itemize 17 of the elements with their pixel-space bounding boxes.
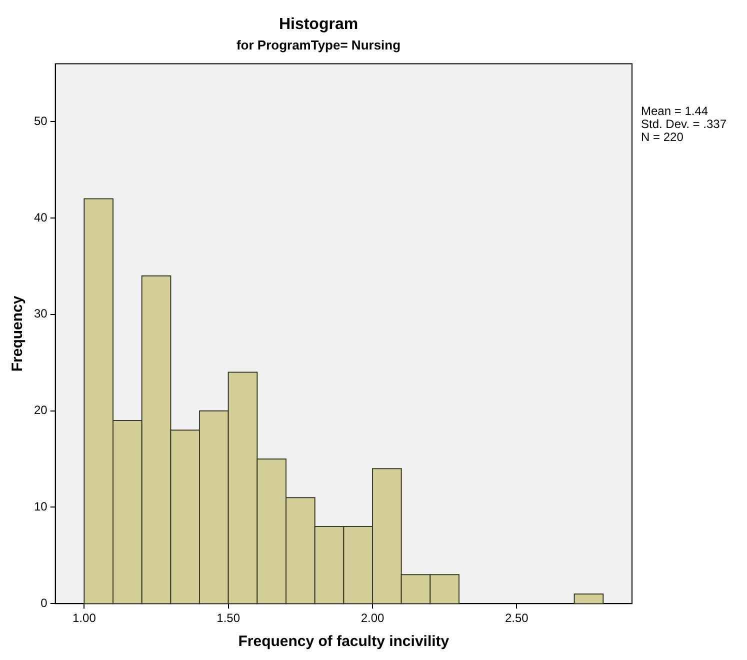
y-tick-label: 0 — [40, 596, 48, 610]
text: Mean = 1.44 — [641, 104, 710, 118]
text: N = 220 — [641, 130, 684, 144]
chart-title: Histogram — [278, 16, 358, 34]
x-tick-label: 2.50 — [504, 611, 529, 626]
y-axis-title: Frequency — [9, 295, 26, 372]
x-tick-label: 1.00 — [72, 611, 96, 626]
y-tick-label: 40 — [34, 210, 48, 224]
text: Std. Dev. = .337 — [641, 117, 726, 131]
y-tick-label: 20 — [34, 403, 48, 418]
x-tick-label: 2.00 — [360, 611, 385, 626]
y-tick-label: 50 — [34, 114, 48, 128]
y-tick-label: 30 — [34, 306, 48, 321]
x-tick-label: 1.50 — [216, 611, 240, 626]
y-tick-label: 10 — [34, 500, 48, 514]
x-axis-title: Frequency of faculty incivility — [238, 633, 450, 650]
chart-subtitle: for ProgramType= Nursing — [236, 38, 401, 53]
